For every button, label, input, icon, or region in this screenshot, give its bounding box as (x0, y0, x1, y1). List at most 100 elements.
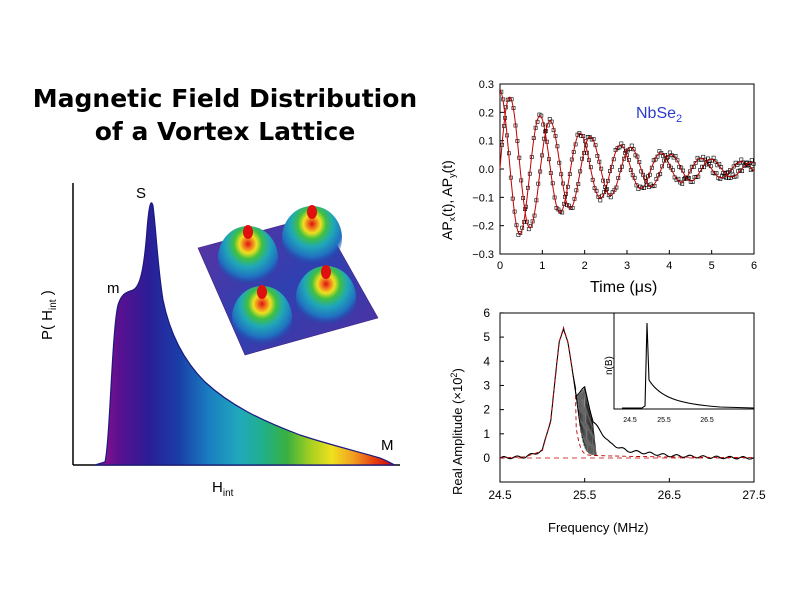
hatch-line (591, 414, 596, 456)
top-plot-ticks: 0 1 2 3 4 5 6 0.3 0.2 0.1 0.0 −0.1 −0.2 −0.3 (472, 79, 757, 272)
top-ytick-label: 0.3 (479, 79, 494, 91)
title-line-2: of a Vortex Lattice (94, 117, 356, 146)
asymmetry-point (629, 143, 634, 148)
top-xtick-label: 2 (582, 260, 588, 272)
asymmetry-point (713, 159, 718, 164)
fit-curve (500, 325, 754, 459)
asymmetry-point (711, 155, 716, 160)
asymmetry-point (703, 157, 708, 162)
fourier-spectrum-plot: 24.5 25.5 26.5 27.5 6 5 4 3 2 1 0 n(B) 24.5 25.5 2… (449, 306, 766, 535)
asymmetry-point (684, 176, 689, 181)
asymmetry-point (596, 194, 601, 199)
top-ytick-label: 0.2 (479, 107, 494, 119)
vortex-peak-1 (218, 226, 278, 290)
asymmetry-point (750, 167, 755, 172)
inset-xtick-1: 24.5 (623, 417, 637, 424)
hatch-line (575, 394, 581, 427)
top-ytick-label: −0.3 (472, 249, 494, 261)
bottom-xtick-label: 24.5 (488, 488, 512, 502)
bottom-ytick-label: 6 (483, 306, 490, 320)
top-xtick-label: 6 (751, 260, 757, 272)
field-distribution-inset: n(B) 24.5 25.5 26.5 (604, 312, 755, 424)
vortex-peak-2 (282, 206, 342, 270)
asymmetry-point (749, 158, 754, 163)
top-plot-data (499, 89, 756, 237)
top-ytick-label: −0.1 (472, 192, 494, 204)
hatch-line (586, 397, 592, 455)
top-ytick-label: −0.2 (472, 221, 494, 233)
nbse2-annotation: NbSe2 (636, 105, 682, 125)
hatch-line (578, 392, 584, 443)
hatch-line (571, 368, 577, 390)
vortex-peak-4 (296, 266, 356, 330)
inset-xtick-3: 26.5 (700, 417, 714, 424)
top-ytick-label: 0.1 (479, 136, 494, 148)
annotation-m: m (107, 280, 120, 297)
top-xtick-label: 3 (624, 260, 630, 272)
top-xtick-label: 5 (709, 260, 715, 272)
vortex-lattice-surface (197, 205, 379, 356)
asymmetry-point (598, 198, 603, 203)
hatch-line (576, 394, 582, 433)
asymmetry-point (731, 164, 736, 169)
hatch-line (581, 389, 587, 451)
top-xtick-label: 4 (666, 260, 672, 272)
asymmetry-point (730, 172, 735, 177)
hatch-line (580, 390, 586, 449)
bottom-ytick-label: 1 (483, 427, 490, 441)
top-ylabel: APx(t), APy(t) (439, 160, 457, 240)
hatch-line (584, 389, 590, 454)
top-xtick-label: 1 (539, 260, 545, 272)
hatch-line (590, 410, 595, 456)
annotation-s: S (136, 185, 146, 202)
asymmetry-point (688, 180, 693, 184)
bottom-plot-ticks: 24.5 25.5 26.5 27.5 6 5 4 3 2 1 0 (483, 306, 766, 502)
asymmetry-point (631, 147, 636, 152)
left-ylabel: P( Hint ) (39, 290, 59, 340)
asymmetry-point (728, 175, 733, 180)
hatch-line (592, 418, 597, 456)
title-line-1: Magnetic Field Distribution (32, 84, 418, 113)
asymmetry-point (704, 160, 708, 165)
hatch-line (577, 393, 583, 439)
hatch-line (587, 402, 593, 455)
bottom-xtick-label: 25.5 (573, 488, 597, 502)
asymmetry-point (738, 168, 743, 173)
bottom-ytick-label: 4 (483, 354, 490, 368)
inset-ylabel: n(B) (604, 356, 615, 375)
inset-xtick-2: 25.5 (657, 417, 671, 424)
asymmetry-point (694, 175, 699, 179)
top-xlabel: Time (μs) (590, 279, 657, 296)
muon-asymmetry-plot: 0 1 2 3 4 5 6 0.3 0.2 0.1 0.0 −0.1 −0.2 −0.3 NbSe2 AP… (439, 79, 757, 296)
field-distribution-plot: S m M P( Hint ) Hint (39, 183, 400, 499)
vortex-peak-3 (232, 286, 292, 350)
bottom-ytick-label: 3 (483, 378, 490, 392)
fit-line-x (499, 89, 755, 235)
bottom-plot-data (499, 325, 755, 460)
bottom-xtick-label: 26.5 (658, 488, 682, 502)
asymmetry-point (693, 161, 698, 165)
field-distribution-area (94, 202, 396, 466)
hatch-line (588, 406, 594, 456)
bottom-xtick-label: 27.5 (742, 488, 766, 502)
hatch-line (582, 389, 588, 453)
bottom-ytick-label: 5 (483, 330, 490, 344)
bottom-ytick-label: 0 (483, 451, 490, 465)
fit-line-y (499, 96, 755, 229)
top-plot-frame (499, 83, 755, 255)
slide-title: Magnetic Field Distribution of a Vortex … (20, 82, 430, 148)
asymmetry-point (641, 172, 646, 177)
asymmetry-point (722, 175, 727, 179)
asymmetry-point (640, 185, 645, 190)
left-xlabel: Hint (212, 479, 234, 499)
bottom-ylabel: Real Amplitude (×102) (449, 368, 465, 495)
annotation-M: M (381, 437, 394, 454)
top-xtick-label: 0 (497, 260, 503, 272)
hatch-line (579, 391, 585, 447)
hatch-line (585, 393, 591, 455)
asymmetry-point (712, 171, 717, 176)
bottom-xlabel: Frequency (MHz) (548, 520, 648, 535)
bottom-ytick-label: 2 (483, 403, 490, 417)
top-ytick-label: 0.0 (479, 164, 494, 176)
